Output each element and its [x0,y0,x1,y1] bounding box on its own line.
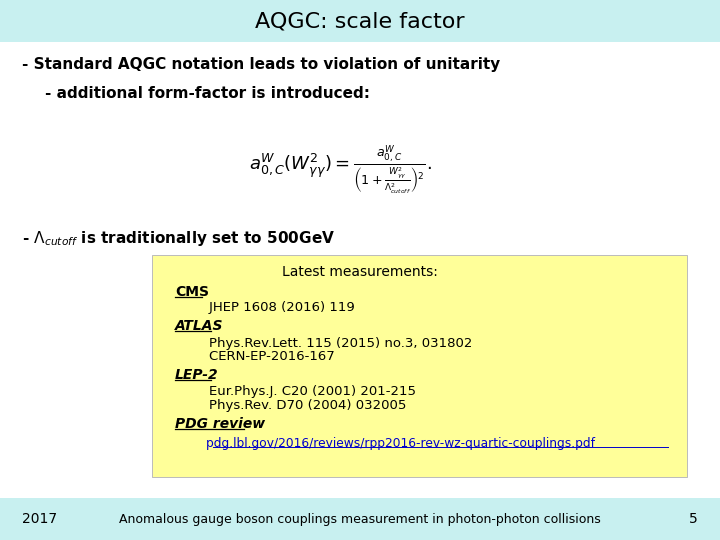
Text: Phys.Rev.Lett. 115 (2015) no.3, 031802: Phys.Rev.Lett. 115 (2015) no.3, 031802 [175,336,472,349]
Text: PDG review: PDG review [175,417,265,431]
Text: - Standard AQGC notation leads to violation of unitarity: - Standard AQGC notation leads to violat… [22,57,500,72]
FancyBboxPatch shape [152,255,687,477]
Text: Anomalous gauge boson couplings measurement in photon-photon collisions: Anomalous gauge boson couplings measurem… [119,512,601,525]
Text: $a_{0,C}^{W}(W_{\gamma\gamma}^{2}) = \frac{a_{0,C}^{W}}{\left(1 + \frac{W_{\gamm: $a_{0,C}^{W}(W_{\gamma\gamma}^{2}) = \fr… [248,144,431,197]
Text: - additional form-factor is introduced:: - additional form-factor is introduced: [45,85,370,100]
FancyBboxPatch shape [0,0,720,42]
Text: CMS: CMS [175,285,209,299]
Text: 5: 5 [689,512,698,526]
Text: pdg.lbl.gov/2016/reviews/rpp2016-rev-wz-quartic-couplings.pdf: pdg.lbl.gov/2016/reviews/rpp2016-rev-wz-… [175,436,595,449]
Text: AQGC: scale factor: AQGC: scale factor [255,11,465,31]
Text: ATLAS: ATLAS [175,319,223,333]
Text: Phys.Rev. D70 (2004) 032005: Phys.Rev. D70 (2004) 032005 [175,400,406,413]
FancyBboxPatch shape [0,498,720,540]
Text: JHEP 1608 (2016) 119: JHEP 1608 (2016) 119 [175,301,355,314]
Text: 2017: 2017 [22,512,57,526]
Text: CERN-EP-2016-167: CERN-EP-2016-167 [175,350,335,363]
Text: LEP-2: LEP-2 [175,368,219,382]
Text: Latest measurements:: Latest measurements: [282,265,438,279]
Text: - $\Lambda_{cutoff}$ is traditionally set to 500GeV: - $\Lambda_{cutoff}$ is traditionally se… [22,228,335,247]
Text: Eur.Phys.J. C20 (2001) 201-215: Eur.Phys.J. C20 (2001) 201-215 [175,386,416,399]
